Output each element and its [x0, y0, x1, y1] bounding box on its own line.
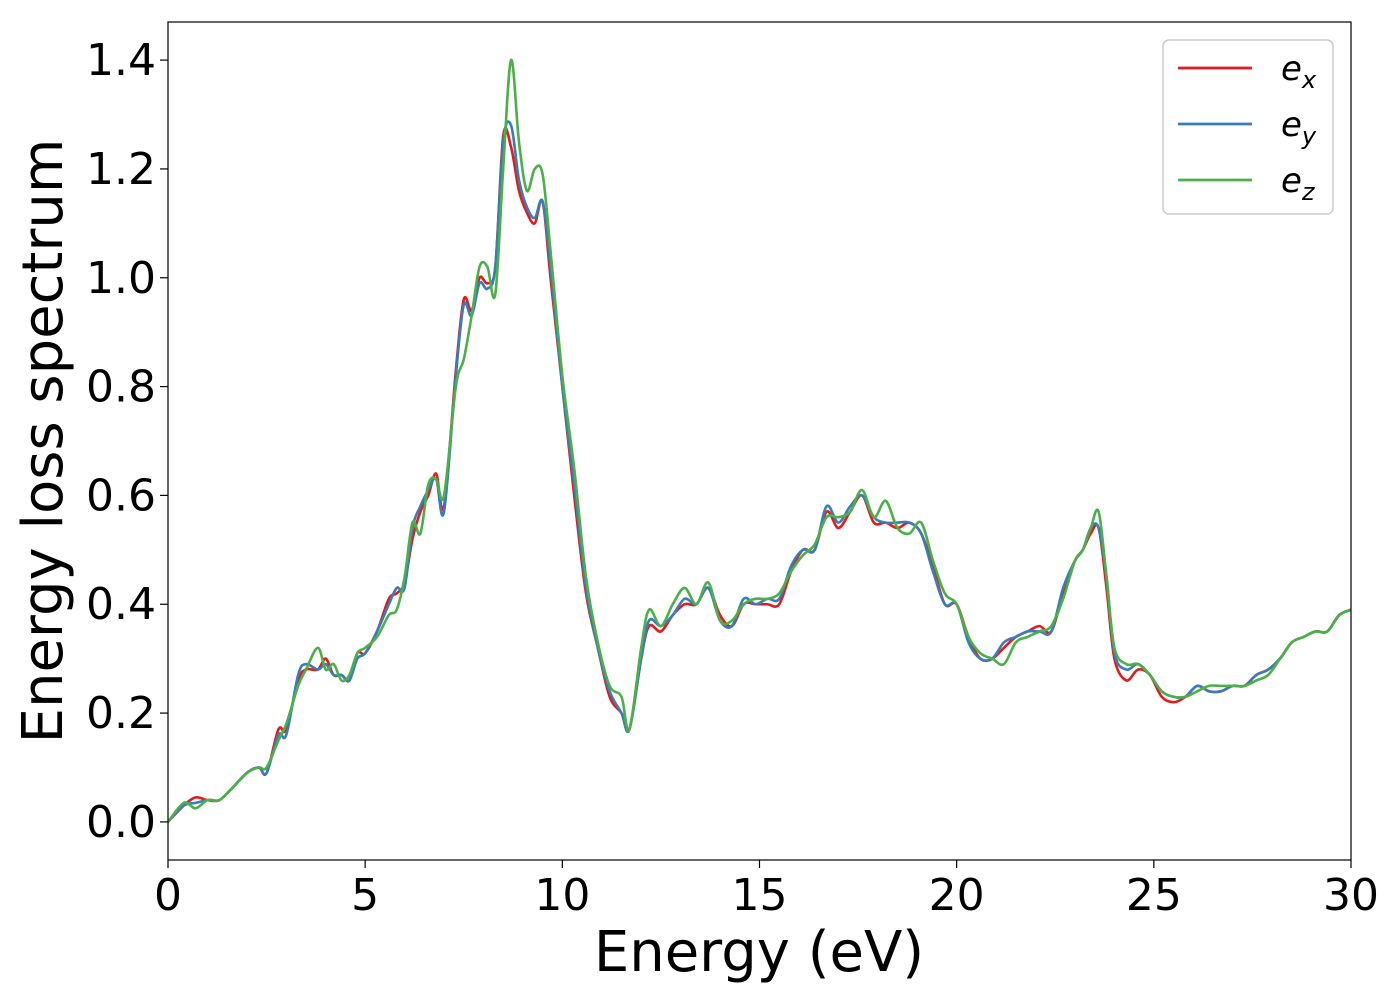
series-line-ex: [168, 126, 1351, 824]
x-axis-title: Energy (eV): [594, 920, 924, 985]
x-tick-label: 0: [154, 870, 182, 921]
legend-label-ex: ex: [1281, 49, 1317, 94]
y-axis: 0.0 0.2 0.4 0.6 0.8 1.0 1.2 1.4: [86, 35, 168, 848]
series-line-ey: [168, 120, 1351, 824]
x-tick-label: 10: [534, 870, 590, 921]
y-tick-label: 1.4: [86, 35, 156, 86]
x-tick-label: 25: [1126, 870, 1182, 921]
legend: ex ey ez: [1162, 39, 1334, 215]
y-tick-label: 0.2: [86, 688, 156, 739]
y-tick-label: 0.4: [86, 579, 156, 630]
y-axis-title: Energy loss spectrum: [11, 139, 76, 744]
series-line-ez: [168, 58, 1351, 824]
x-tick-label: 20: [929, 870, 985, 921]
x-tick-label: 30: [1323, 870, 1379, 921]
series-layer: [168, 58, 1351, 824]
y-tick-label: 0.8: [86, 362, 156, 413]
legend-label-ez: ez: [1281, 161, 1316, 206]
y-tick-label: 0.0: [86, 797, 156, 848]
x-tick-label: 5: [351, 870, 379, 921]
y-tick-label: 1.0: [86, 253, 156, 304]
legend-box: [1162, 39, 1334, 215]
y-tick-label: 1.2: [86, 144, 156, 195]
y-tick-label: 0.6: [86, 470, 156, 521]
x-tick-label: 15: [732, 870, 788, 921]
legend-label-ey: ey: [1281, 105, 1317, 150]
x-axis: 0 5 10 15 20 25 30: [154, 860, 1379, 921]
